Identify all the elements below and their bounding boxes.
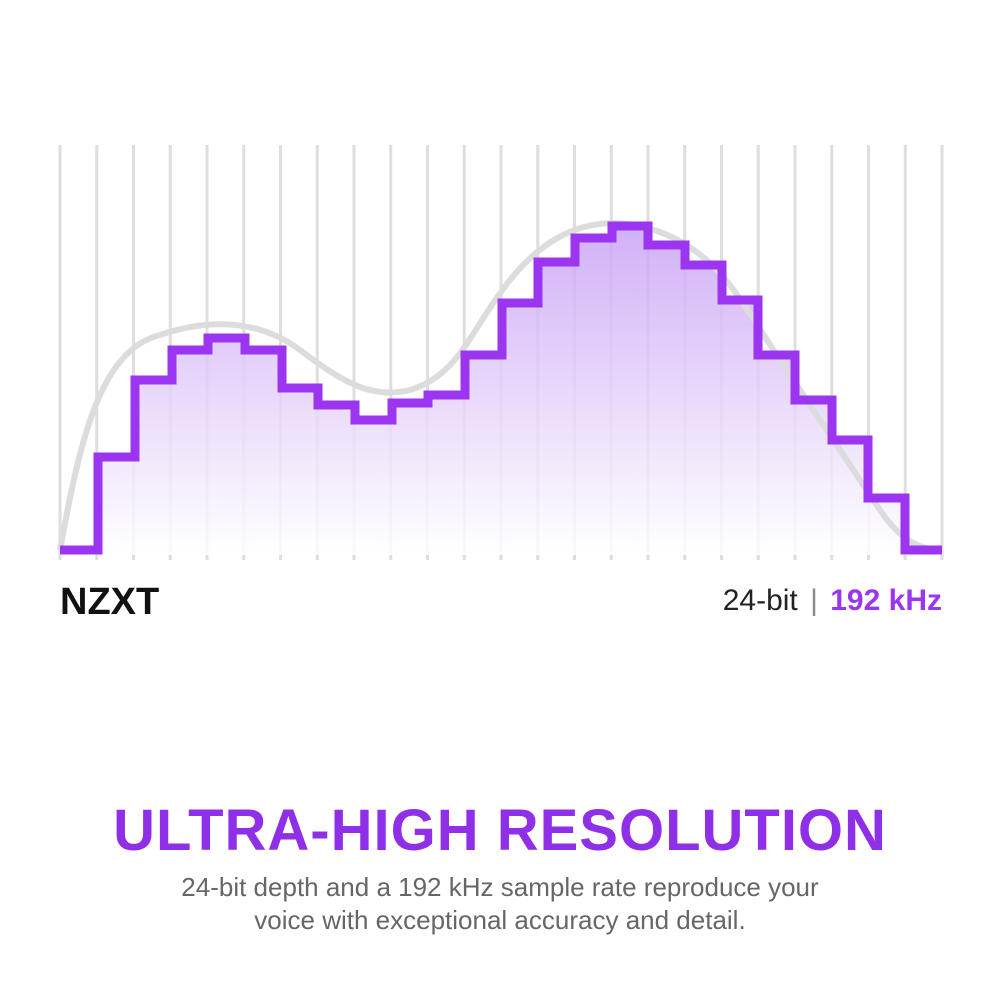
digital-steps	[60, 221, 942, 555]
spec-line: 24-bit | 192 kHz	[723, 584, 942, 617]
description-line: 24-bit depth and a 192 kHz sample rate r…	[181, 872, 819, 902]
headline: ULTRA-HIGH RESOLUTION	[113, 798, 887, 863]
bit-depth: 24-bit	[723, 584, 799, 617]
sample-rate: 192 kHz	[830, 584, 942, 617]
analog-curve	[57, 220, 943, 553]
waveform-fill	[60, 226, 942, 555]
separator: |	[810, 584, 818, 617]
brand-logo: NZXT	[60, 581, 159, 623]
description-line: voice with exceptional accuracy and deta…	[254, 905, 745, 935]
